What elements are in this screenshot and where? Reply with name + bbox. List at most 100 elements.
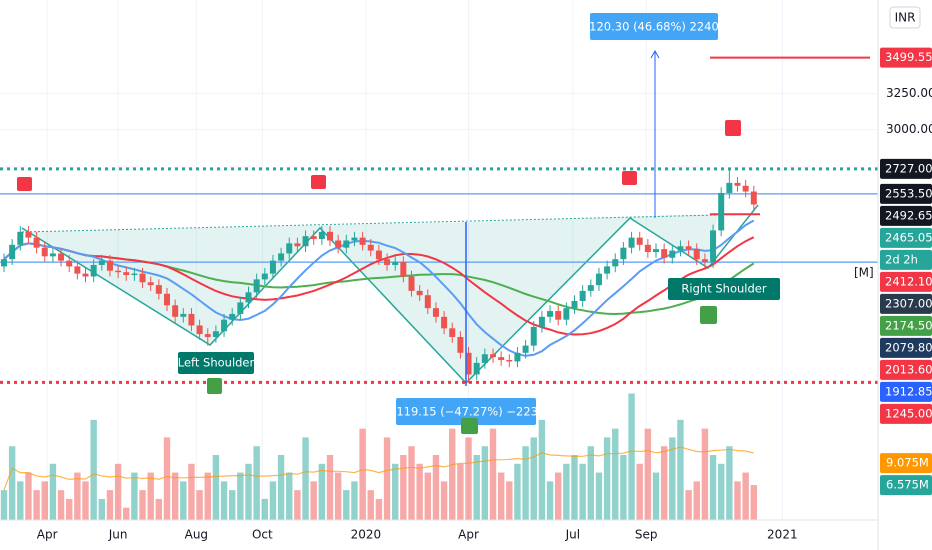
- pattern-fill: [22, 195, 722, 383]
- price-tag: [880, 205, 932, 226]
- volume-bar: [432, 455, 440, 520]
- candle-body: [424, 295, 431, 309]
- price-tag-label: 2492.65: [885, 208, 932, 222]
- flag: [17, 177, 32, 191]
- right-shoulder-label: Right Shoulder: [681, 282, 766, 296]
- volume-bar: [147, 472, 154, 520]
- volume-bar: [310, 481, 317, 520]
- volume-tag: [880, 475, 932, 496]
- candles: [1, 169, 757, 384]
- price-tag-label: 2013.60: [885, 362, 932, 376]
- currency-button[interactable]: [889, 6, 921, 29]
- price-tag-label: 2465.05: [885, 230, 932, 244]
- volume-bar: [180, 481, 187, 520]
- candle-body: [693, 249, 700, 260]
- volume-bar: [555, 472, 562, 520]
- volume-bar: [25, 472, 32, 520]
- candle-body: [555, 311, 562, 320]
- volume-bar: [74, 472, 81, 520]
- volume-bar: [41, 481, 48, 520]
- volume-bar: [522, 446, 529, 520]
- volume-bar: [163, 437, 171, 520]
- flag: [725, 120, 741, 136]
- candle-body: [253, 279, 260, 293]
- volume-bar: [286, 472, 293, 520]
- candle-body: [416, 290, 423, 296]
- volume-bar: [546, 481, 554, 520]
- volume-bar: [481, 446, 489, 520]
- candle-body: [204, 334, 211, 337]
- volume-bar: [726, 446, 733, 520]
- volume-bar: [123, 507, 130, 520]
- volume-bar: [302, 437, 309, 520]
- candle-body: [661, 249, 668, 258]
- candle-body: [221, 319, 228, 332]
- candle-body: [237, 302, 244, 314]
- volume-bar: [383, 437, 391, 520]
- volume-bar: [245, 463, 252, 520]
- candle-body: [742, 185, 749, 192]
- measure-down-label: −1119.15 (−47.27%) −22383: [379, 405, 552, 419]
- price-axis: 3250.00 3000.00 3499.55 2727.00 2553.50 2492.…: [880, 47, 932, 496]
- candle-body: [734, 182, 741, 186]
- volume-bar: [392, 463, 399, 520]
- candle-body: [58, 253, 65, 261]
- candle-body: [164, 293, 170, 306]
- volume-bar: [709, 455, 717, 520]
- volume-bar: [326, 455, 334, 520]
- volume-bar: [620, 455, 627, 520]
- candle-body: [457, 336, 464, 353]
- volume-bar: [229, 490, 236, 520]
- candle-body: [375, 250, 382, 260]
- volume-bar: [269, 481, 277, 520]
- volume-bar: [701, 428, 709, 520]
- volume-bar: [57, 490, 65, 520]
- volume-tag-label: 6.575M: [886, 478, 929, 492]
- volume-bar: [49, 463, 57, 520]
- volume-bar: [139, 490, 146, 520]
- candle-body: [408, 276, 415, 291]
- shoulder-box: [668, 278, 780, 300]
- candle-body: [359, 237, 366, 245]
- price-tag: [880, 293, 932, 314]
- candle-body: [620, 247, 627, 260]
- candle-body: [180, 313, 187, 317]
- candle-body: [718, 192, 725, 231]
- price-tag: [880, 271, 932, 292]
- candle-body: [269, 260, 276, 274]
- volume-bar: [220, 481, 228, 520]
- volume-bar: [595, 472, 603, 520]
- candle-body: [522, 345, 529, 353]
- flag: [700, 306, 717, 324]
- volume-bar: [506, 481, 513, 520]
- volume-bar: [652, 472, 660, 520]
- currency-label[interactable]: INR: [895, 11, 916, 25]
- candle-body: [547, 311, 554, 317]
- candle-body: [212, 331, 219, 337]
- volume-bar: [367, 490, 374, 520]
- measure-box: [590, 13, 718, 40]
- volume-bar: [98, 498, 105, 520]
- volume-bar: [408, 446, 415, 520]
- candle-body: [196, 325, 203, 335]
- moving-average: [3, 219, 755, 357]
- volume-bar: [579, 463, 586, 520]
- volume-bar: [294, 490, 301, 520]
- candle-body: [432, 308, 439, 317]
- candle-body: [229, 313, 236, 320]
- volume-bar: [237, 472, 244, 520]
- volume-bar: [155, 498, 163, 520]
- volume-bar: [334, 472, 342, 520]
- candle-body: [139, 273, 146, 283]
- candle-body: [106, 260, 113, 271]
- volume-bar: [644, 428, 652, 520]
- candle-body: [1, 259, 7, 267]
- volume-bar: [742, 472, 749, 520]
- price-tag: [880, 403, 932, 424]
- candle-body: [294, 243, 301, 247]
- candle-body: [33, 237, 40, 248]
- candle-body: [595, 273, 602, 286]
- volume-bar: [497, 472, 505, 520]
- flag: [207, 378, 222, 394]
- candle-body: [677, 246, 684, 251]
